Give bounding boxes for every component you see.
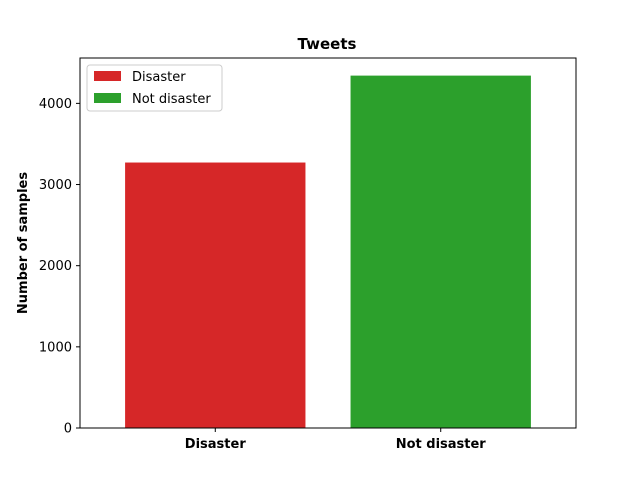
bar-not-disaster — [350, 75, 531, 428]
bars-group — [125, 75, 531, 429]
x-tick-label: Not disaster — [396, 437, 487, 452]
y-axis: 0 1000 2000 3000 4000 — [39, 97, 80, 437]
y-axis-label: Number of samples — [16, 172, 31, 314]
axes-frame — [79, 57, 577, 429]
legend-swatch — [94, 71, 121, 81]
y-tick-label: 0 — [64, 422, 72, 437]
chart-title: Tweets — [298, 35, 357, 53]
legend-swatch — [94, 93, 121, 103]
y-tick-label: 2000 — [39, 259, 72, 274]
legend-label: Disaster — [132, 70, 186, 85]
y-tick-label: 1000 — [39, 340, 72, 355]
y-tick-label: 3000 — [39, 178, 72, 193]
x-axis: Disaster Not disaster — [185, 428, 487, 452]
y-tick-label: 4000 — [39, 97, 72, 112]
bar-disaster — [125, 162, 306, 429]
legend: Disaster Not disaster — [86, 64, 223, 112]
x-tick-label: Disaster — [185, 437, 247, 452]
legend-label: Not disaster — [132, 92, 211, 107]
